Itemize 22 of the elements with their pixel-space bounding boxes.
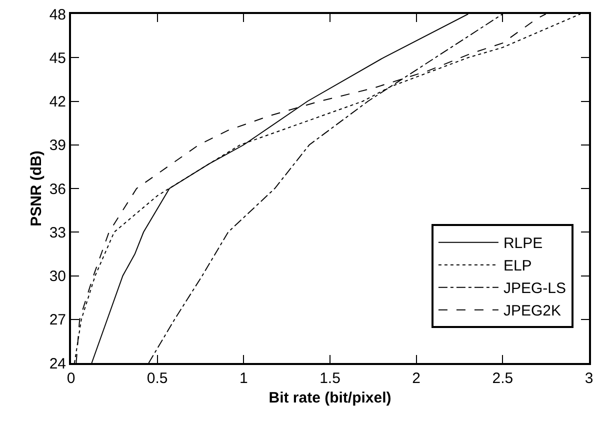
legend-label: JPEG2K (503, 302, 561, 320)
legend-label: ELP (503, 258, 532, 275)
y-tick-label: 30 (49, 268, 66, 285)
x-axis-title: Bit rate (bit/pixel) (268, 390, 392, 406)
y-tick-label: 42 (49, 94, 66, 110)
legend-label: JPEG-LS (503, 280, 566, 298)
y-tick-label: 36 (49, 180, 66, 198)
x-tick-label: 1 (240, 370, 248, 387)
x-tick-label: 2 (412, 370, 420, 387)
x-tick-label: 3 (584, 370, 594, 387)
y-tick-label: 27 (49, 312, 66, 329)
x-tick-label: 0 (66, 370, 76, 387)
y-tick-label: 24 (49, 355, 66, 372)
y-axis-title: PSNR (dB) (28, 150, 46, 226)
x-tick-label: 2.5 (492, 370, 514, 387)
x-tick-label: 1.5 (320, 370, 340, 387)
legend-label: RLPE (503, 235, 543, 252)
x-tick-label: 0.5 (146, 370, 168, 387)
y-tick-label: 33 (49, 224, 66, 242)
y-tick-label: 48 (49, 6, 66, 24)
y-tick-label: 39 (49, 137, 66, 154)
y-tick-label: 45 (49, 50, 66, 67)
